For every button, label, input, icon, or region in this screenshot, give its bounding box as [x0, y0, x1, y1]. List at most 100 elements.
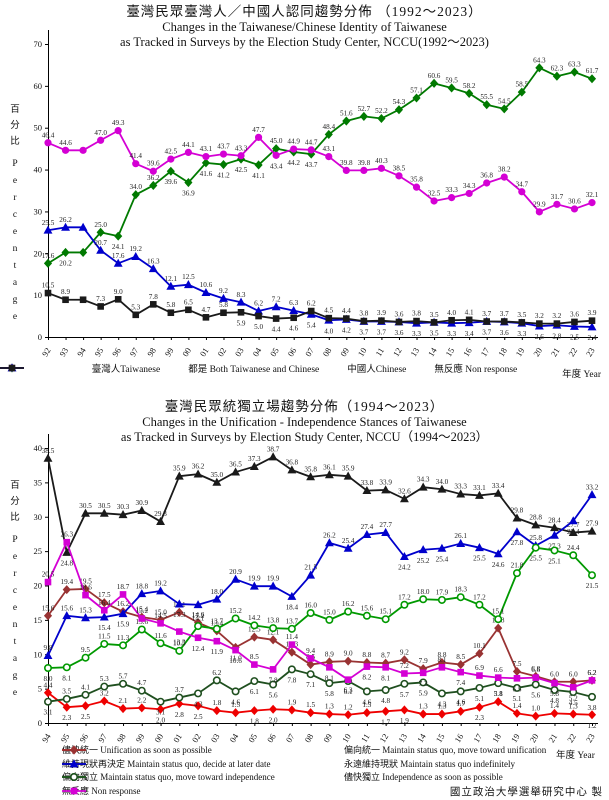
svg-text:25.4: 25.4: [342, 537, 355, 545]
svg-text:4.1: 4.1: [465, 308, 474, 316]
diamond-marker: [43, 611, 53, 621]
svg-text:44.1: 44.1: [182, 141, 195, 149]
svg-text:23: 23: [584, 732, 597, 745]
diamond-marker: [137, 703, 146, 713]
svg-text:3.7: 3.7: [377, 329, 386, 337]
svg-text:2.5: 2.5: [194, 713, 203, 721]
svg-text:3.2: 3.2: [552, 312, 561, 320]
svg-text:r: r: [13, 569, 17, 579]
svg-text:26.1: 26.1: [454, 532, 467, 540]
stance-chart-x-axis-label: 年度 Year: [556, 751, 595, 761]
svg-text:c: c: [13, 210, 17, 220]
diamond-marker: [100, 598, 109, 608]
opencircle-marker: [400, 600, 409, 609]
svg-text:8.8: 8.8: [437, 651, 446, 659]
svg-text:35.8: 35.8: [304, 465, 317, 473]
svg-text:g: g: [13, 671, 18, 681]
svg-text:22: 22: [566, 346, 579, 359]
svg-text:8.0: 8.0: [44, 675, 53, 683]
svg-text:13.6: 13.6: [136, 618, 149, 626]
svg-text:3.9: 3.9: [588, 309, 597, 317]
opencircle-marker: [62, 694, 71, 703]
triangle-marker: [362, 529, 372, 539]
svg-text:03: 03: [233, 346, 246, 359]
square-marker: [419, 669, 427, 677]
svg-text:3.6: 3.6: [394, 329, 403, 337]
svg-text:3.7: 3.7: [359, 329, 368, 337]
square-marker: [62, 296, 69, 304]
opencircle-marker: [100, 682, 109, 691]
svg-text:40: 40: [34, 443, 43, 453]
diamond-marker: [587, 710, 597, 720]
svg-text:15: 15: [443, 346, 456, 359]
opencircle-marker: [587, 692, 596, 701]
value-labels: 25.5 26.2 20.7 17.6 19.2 16.3 12.1 12.5 10.6 9.2 8…: [42, 216, 597, 342]
triangle-marker: [418, 482, 428, 491]
svg-text:5.8: 5.8: [166, 301, 175, 309]
triangle-marker: [166, 281, 176, 290]
svg-text:43.1: 43.1: [200, 145, 213, 153]
square-marker: [382, 664, 389, 671]
svg-text:15.4: 15.4: [136, 606, 149, 614]
svg-text:6.6: 6.6: [531, 666, 540, 674]
svg-text:a: a: [13, 654, 18, 664]
legend-item-status-quo-indefinitely: 永遠維持現狀 Maintain status quo indefinitely: [62, 758, 546, 771]
series-line: [47, 692, 593, 718]
svg-text:4.6: 4.6: [231, 698, 240, 706]
svg-text:7.8: 7.8: [287, 676, 296, 684]
svg-text:5.0: 5.0: [254, 323, 263, 331]
value-labels: 3.1 3.5 4.1 5.3 5.7 4.7 3.1 3.7 4.3 6.2 4.6 6.1 5.6 7…: [44, 669, 597, 717]
series-line: [47, 668, 593, 703]
svg-text:16: 16: [461, 346, 474, 359]
square-marker: [82, 591, 89, 599]
triangle-marker: [137, 505, 147, 514]
svg-text:15.1: 15.1: [379, 608, 392, 616]
diamond-marker: [149, 180, 158, 191]
y-tick-labels: 0 5 10 15 20 25 30 35 40: [34, 443, 43, 728]
triangle-marker: [219, 293, 228, 302]
svg-text:1.2: 1.2: [588, 722, 597, 730]
svg-text:25.5: 25.5: [529, 555, 542, 563]
circle-marker: [342, 166, 350, 175]
triangle-marker: [174, 599, 184, 608]
svg-text:7.4: 7.4: [456, 679, 465, 687]
svg-text:43.7: 43.7: [217, 143, 230, 151]
triangle-marker: [324, 470, 334, 479]
svg-text:2.6: 2.6: [535, 333, 544, 341]
square-marker: [269, 666, 277, 673]
svg-text:41.4: 41.4: [129, 152, 142, 160]
legend-item-label: 都是 Both Taiwanese and Chinese: [188, 365, 320, 375]
circle-marker: [272, 151, 280, 159]
square-marker: [63, 538, 71, 546]
legend-item-chinese: 中國人Chinese: [0, 361, 406, 375]
triangle-marker: [271, 302, 281, 311]
svg-text:2.2: 2.2: [137, 696, 146, 704]
svg-text:36.2: 36.2: [192, 463, 205, 471]
triangle-marker: [287, 465, 297, 474]
diamond-marker: [219, 159, 228, 170]
svg-text:7.9: 7.9: [419, 657, 428, 665]
diamond-marker: [250, 706, 259, 716]
diamond-marker: [456, 660, 465, 670]
opencircle-marker: [81, 690, 90, 699]
opencircle-marker: [419, 678, 428, 687]
svg-text:20: 20: [34, 248, 43, 258]
svg-text:34.3: 34.3: [417, 476, 430, 484]
svg-text:15.4: 15.4: [98, 624, 111, 632]
stance-chart-legend: 儘快統一 Unification as soon as possible 偏向統一…: [62, 744, 546, 797]
diamond-marker: [287, 647, 296, 657]
circle-marker: [290, 145, 298, 153]
legend-item-label: 臺灣人Taiwanese: [91, 365, 161, 375]
svg-text:3.7: 3.7: [175, 686, 184, 694]
svg-text:25.5: 25.5: [473, 555, 486, 563]
svg-text:44.2: 44.2: [287, 159, 300, 167]
square-marker: [325, 314, 333, 322]
diamond-marker: [175, 607, 184, 617]
value-labels: 10.5 8.9 7.3 9.0 5.3 7.8 5.8 6.5 4.7 5.8 5.9 5.0 4.4…: [42, 282, 597, 334]
svg-text:39.6: 39.6: [165, 178, 178, 186]
svg-text:01: 01: [171, 732, 184, 745]
diamond-marker: [587, 74, 597, 84]
svg-text:36.5: 36.5: [229, 461, 242, 469]
svg-text:4.8: 4.8: [550, 697, 559, 705]
svg-text:23: 23: [584, 346, 597, 359]
